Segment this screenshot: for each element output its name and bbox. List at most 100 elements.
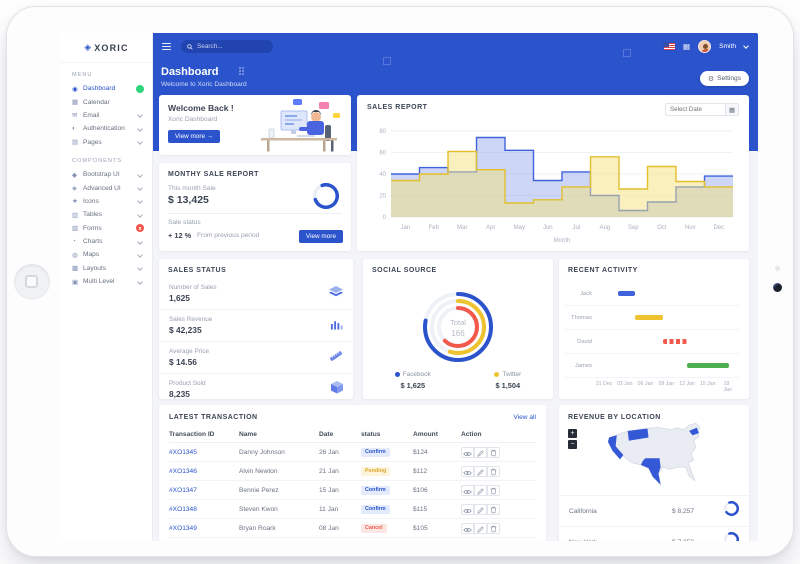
chevron-down-icon: [743, 42, 749, 49]
sales-status-card: SALES STATUS Number of Sales 1,625 Sales…: [159, 259, 353, 399]
state-new-york[interactable]: [689, 427, 699, 436]
sidebar-item-pages[interactable]: ▤ Pages: [61, 136, 152, 149]
legend-facebook: Facebook $ 1,625: [394, 371, 431, 390]
sidebar-item-advanced-ui[interactable]: ◈ Advanced UI: [61, 181, 152, 194]
chevron-down-icon: [137, 126, 143, 132]
welcome-view-more-button[interactable]: View more →: [168, 130, 221, 143]
sidebar-item-label: Email: [83, 111, 100, 119]
legend-label: Facebook: [402, 371, 431, 378]
revenue-by-location-card: REVENUE BY LOCATION + − California $ 8,2…: [559, 405, 749, 541]
svg-text:Apr: Apr: [486, 225, 495, 231]
edit-action-button[interactable]: [474, 446, 487, 458]
transaction-id-link[interactable]: #XO1347: [169, 486, 197, 494]
sidebar-item-label: Maps: [83, 251, 100, 259]
us-flag-icon[interactable]: [664, 43, 676, 50]
sale-status-label: Sale status: [168, 219, 201, 226]
monthly-view-more-button[interactable]: View more: [298, 230, 343, 243]
sidebar-item-multi-level[interactable]: ▣ Multi Level: [61, 275, 152, 288]
activity-bar[interactable]: [617, 291, 636, 296]
brand-logo[interactable]: ◈ XORIC: [61, 33, 152, 63]
map-zoom-out-button[interactable]: −: [568, 440, 577, 449]
activity-bar[interactable]: [662, 339, 688, 344]
transaction-id-link[interactable]: #XO1345: [169, 448, 197, 456]
view-action-button[interactable]: [461, 503, 474, 515]
transaction-id-link[interactable]: #XO1346: [169, 467, 197, 475]
edit-action-button[interactable]: [474, 522, 487, 534]
calendar-icon-button[interactable]: ▦: [725, 103, 739, 116]
sidebar-item-tables[interactable]: ▥ Tables: [61, 208, 152, 221]
delete-action-button[interactable]: [487, 445, 500, 460]
view-action-button[interactable]: [461, 446, 474, 458]
delete-action-button[interactable]: [487, 522, 500, 534]
sidebar-item-dashboard[interactable]: ◉ Dashboard: [61, 82, 152, 95]
us-map[interactable]: [595, 421, 735, 489]
axis-tick: 03 Jan: [616, 381, 633, 387]
view-all-link[interactable]: View all: [513, 414, 536, 421]
menu-toggle-icon[interactable]: [162, 43, 171, 50]
chevron-down-icon: [137, 198, 143, 205]
sidebar-item-layouts[interactable]: ▩ Layouts: [61, 262, 152, 275]
home-button[interactable]: [14, 264, 50, 300]
revenue-location-value: $ 7,253: [672, 539, 724, 542]
settings-button[interactable]: ⚙ Settings: [699, 71, 749, 86]
date-filter: ▦: [665, 103, 739, 116]
table-header-row: Transaction ID Name Date status Amount Action: [169, 427, 536, 443]
sidebar-item-icons[interactable]: ★ Icons: [61, 195, 152, 208]
status-item-label: Number of Sales: [169, 284, 217, 291]
sidebar-item-forms[interactable]: ▧ Forms 8: [61, 222, 152, 235]
table-row: #XO1349 Bryan Roark 08 Jan Cancel $105: [169, 519, 536, 538]
transaction-name: Bryan Roark: [239, 524, 276, 532]
view-action-button[interactable]: [461, 521, 474, 536]
svg-text:40: 40: [379, 172, 386, 178]
transaction-id-link[interactable]: #XO1348: [169, 505, 197, 513]
state-montana[interactable]: [627, 428, 649, 441]
delete-action-button[interactable]: [487, 503, 500, 515]
sidebar-item-calendar[interactable]: ▦ Calendar: [61, 95, 152, 108]
tables-icon: ▥: [72, 211, 79, 219]
edit-action-button[interactable]: [474, 503, 487, 515]
state-texas[interactable]: [640, 458, 661, 485]
state-california[interactable]: [607, 435, 624, 460]
transaction-id-link[interactable]: #XO1349: [169, 524, 197, 532]
action-buttons: [461, 464, 536, 479]
monthly-sale-report-card: MONTHY SALE REPORT This month Sale $ 13,…: [159, 163, 351, 251]
user-menu[interactable]: Smith: [719, 43, 736, 50]
monthly-title: MONTHY SALE REPORT: [168, 171, 259, 178]
search-input[interactable]: [197, 43, 267, 50]
pencil-icon: [477, 483, 484, 498]
axis-tick: 09 Jan: [658, 381, 675, 387]
trash-icon: [490, 445, 497, 460]
chevron-down-icon: [137, 185, 143, 191]
trash-icon: [490, 464, 497, 479]
transaction-name: Alvin Newton: [239, 467, 278, 475]
activity-bar[interactable]: [687, 363, 729, 368]
map-zoom-in-button[interactable]: +: [568, 429, 577, 438]
view-action-button[interactable]: [461, 484, 474, 496]
avatar[interactable]: [698, 40, 712, 53]
table-column-header: Action: [461, 431, 482, 438]
view-action-button[interactable]: [461, 465, 474, 477]
sidebar-item-label: Tables: [83, 211, 103, 219]
social-source-card: SOCIAL SOURCE Total 166 Facebook $ 1,625…: [363, 259, 553, 399]
sidebar-item-authentication[interactable]: ◐ Authentication: [61, 122, 152, 135]
edit-action-button[interactable]: [474, 483, 487, 498]
status-badge: Confirm: [361, 485, 390, 495]
sidebar-item-bootstrap-ui[interactable]: ◆ Bootstrap UI: [61, 168, 152, 181]
top-navbar: ▦ Smith: [153, 33, 758, 60]
activity-bar[interactable]: [635, 315, 663, 320]
apps-grid-icon[interactable]: ▦: [683, 42, 691, 51]
select-date-input[interactable]: [665, 103, 725, 116]
eye-icon: [463, 521, 472, 536]
edit-action-button[interactable]: [474, 465, 487, 477]
status-item-value: 8,235: [169, 389, 190, 399]
delete-action-button[interactable]: [487, 484, 500, 496]
delete-action-button[interactable]: [487, 464, 500, 479]
search-box[interactable]: [181, 40, 273, 53]
social-title: SOCIAL SOURCE: [372, 267, 437, 274]
sidebar-item-maps[interactable]: ◍ Maps: [61, 248, 152, 261]
legend-value: $ 1,504: [495, 381, 521, 390]
sidebar-item-email[interactable]: ✉ Email: [61, 109, 152, 122]
sidebar-item-charts[interactable]: ◔ Charts: [61, 235, 152, 248]
light-sensor: [775, 266, 780, 271]
table-column-header: Name: [239, 431, 257, 438]
